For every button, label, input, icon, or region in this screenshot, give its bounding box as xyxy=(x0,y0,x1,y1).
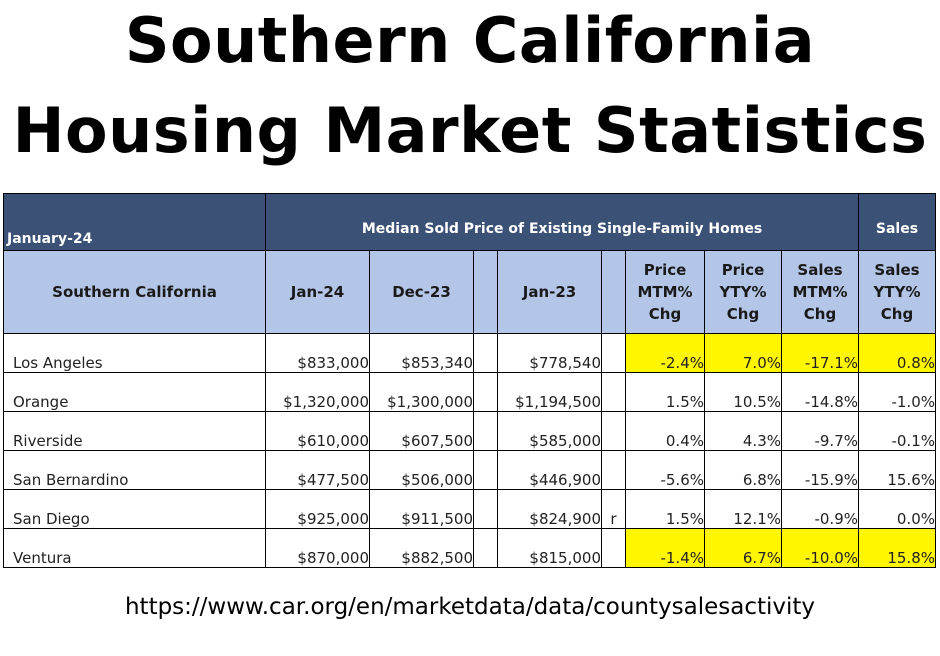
dec23-cell: $607,500 xyxy=(369,411,474,451)
table-row: Ventura $870,000 $882,500 $815,000 -1.4% 6.7%… xyxy=(3,528,936,568)
county-cell: Los Angeles xyxy=(3,333,266,373)
col-header-dec23: Dec-23 xyxy=(369,250,474,334)
sales-mtm-cell: -15.9% xyxy=(781,450,859,490)
jan24-cell: $833,000 xyxy=(265,333,370,373)
table-row: San Diego $925,000 $911,500 $824,900 r 1.5% 12… xyxy=(3,489,936,529)
table-row: Riverside $610,000 $607,500 $585,000 0.4% 4.3… xyxy=(3,411,936,451)
revised-flag-cell xyxy=(601,411,626,451)
spacer-cell xyxy=(473,489,498,529)
revised-flag-cell xyxy=(601,333,626,373)
column-header-row: Southern California Jan-24 Dec-23 Jan-23… xyxy=(3,250,936,334)
price-yty-cell: 12.1% xyxy=(704,489,782,529)
jan24-cell: $610,000 xyxy=(265,411,370,451)
sales-yty-cell: 0.8% xyxy=(858,333,936,373)
col-header-price-yty: Price YTY% Chg xyxy=(704,250,782,334)
revised-flag-cell xyxy=(601,528,626,568)
county-cell: San Diego xyxy=(3,489,266,529)
col-header-jan23: Jan-23 xyxy=(497,250,602,334)
jan24-cell: $925,000 xyxy=(265,489,370,529)
spacer-cell xyxy=(473,528,498,568)
col-header-spacer-1 xyxy=(473,250,498,334)
col-header-sales-yty: Sales YTY% Chg xyxy=(858,250,936,334)
sales-yty-cell: -0.1% xyxy=(858,411,936,451)
jan24-cell: $477,500 xyxy=(265,450,370,490)
sales-mtm-cell: -10.0% xyxy=(781,528,859,568)
price-yty-cell: 6.7% xyxy=(704,528,782,568)
sales-mtm-cell: -0.9% xyxy=(781,489,859,529)
revised-flag-cell xyxy=(601,372,626,412)
revised-flag-cell xyxy=(601,450,626,490)
jan24-cell: $870,000 xyxy=(265,528,370,568)
price-mtm-cell: -2.4% xyxy=(625,333,705,373)
price-mtm-cell: 1.5% xyxy=(625,489,705,529)
table-row: Los Angeles $833,000 $853,340 $778,540 -2.4%… xyxy=(3,333,936,373)
revised-flag-cell: r xyxy=(601,489,626,529)
table-row: Orange $1,320,000 $1,300,000 $1,194,500 1.5%… xyxy=(3,372,936,412)
sales-yty-cell: -1.0% xyxy=(858,372,936,412)
col-header-sales-mtm: Sales MTM% Chg xyxy=(781,250,859,334)
county-cell: Riverside xyxy=(3,411,266,451)
period-label: January-24 xyxy=(3,193,266,251)
jan23-cell: $778,540 xyxy=(497,333,602,373)
price-yty-cell: 7.0% xyxy=(704,333,782,373)
county-cell: Ventura xyxy=(3,528,266,568)
price-mtm-cell: -5.6% xyxy=(625,450,705,490)
county-cell: San Bernardino xyxy=(3,450,266,490)
jan24-cell: $1,320,000 xyxy=(265,372,370,412)
median-price-group-header: Median Sold Price of Existing Single-Fam… xyxy=(265,193,859,251)
dec23-cell: $882,500 xyxy=(369,528,474,568)
col-header-jan24: Jan-24 xyxy=(265,250,370,334)
sales-mtm-cell: -9.7% xyxy=(781,411,859,451)
jan23-cell: $446,900 xyxy=(497,450,602,490)
page-title-line-2: Housing Market Statistics xyxy=(12,94,928,167)
price-mtm-cell: 0.4% xyxy=(625,411,705,451)
price-mtm-cell: -1.4% xyxy=(625,528,705,568)
spacer-cell xyxy=(473,333,498,373)
spacer-cell xyxy=(473,411,498,451)
spacer-cell xyxy=(473,372,498,412)
table-top-bar: January-24 Median Sold Price of Existing… xyxy=(3,193,936,251)
dec23-cell: $911,500 xyxy=(369,489,474,529)
source-url: https://www.car.org/en/marketdata/data/c… xyxy=(124,594,816,620)
price-yty-cell: 4.3% xyxy=(704,411,782,451)
housing-stats-table: January-24 Median Sold Price of Existing… xyxy=(3,193,936,568)
page-title-line-1: Southern California xyxy=(124,4,816,77)
col-header-spacer-2 xyxy=(601,250,626,334)
dec23-cell: $853,340 xyxy=(369,333,474,373)
jan23-cell: $585,000 xyxy=(497,411,602,451)
sales-yty-cell: 0.0% xyxy=(858,489,936,529)
table-row: San Bernardino $477,500 $506,000 $446,900 -5… xyxy=(3,450,936,490)
sales-mtm-cell: -14.8% xyxy=(781,372,859,412)
col-header-region: Southern California xyxy=(3,250,266,334)
sales-yty-cell: 15.8% xyxy=(858,528,936,568)
jan23-cell: $1,194,500 xyxy=(497,372,602,412)
county-cell: Orange xyxy=(3,372,266,412)
price-mtm-cell: 1.5% xyxy=(625,372,705,412)
jan23-cell: $824,900 xyxy=(497,489,602,529)
col-header-price-mtm: Price MTM% Chg xyxy=(625,250,705,334)
price-yty-cell: 6.8% xyxy=(704,450,782,490)
dec23-cell: $1,300,000 xyxy=(369,372,474,412)
spacer-cell xyxy=(473,450,498,490)
sales-group-header: Sales xyxy=(858,193,936,251)
jan23-cell: $815,000 xyxy=(497,528,602,568)
sales-mtm-cell: -17.1% xyxy=(781,333,859,373)
price-yty-cell: 10.5% xyxy=(704,372,782,412)
sales-yty-cell: 15.6% xyxy=(858,450,936,490)
dec23-cell: $506,000 xyxy=(369,450,474,490)
